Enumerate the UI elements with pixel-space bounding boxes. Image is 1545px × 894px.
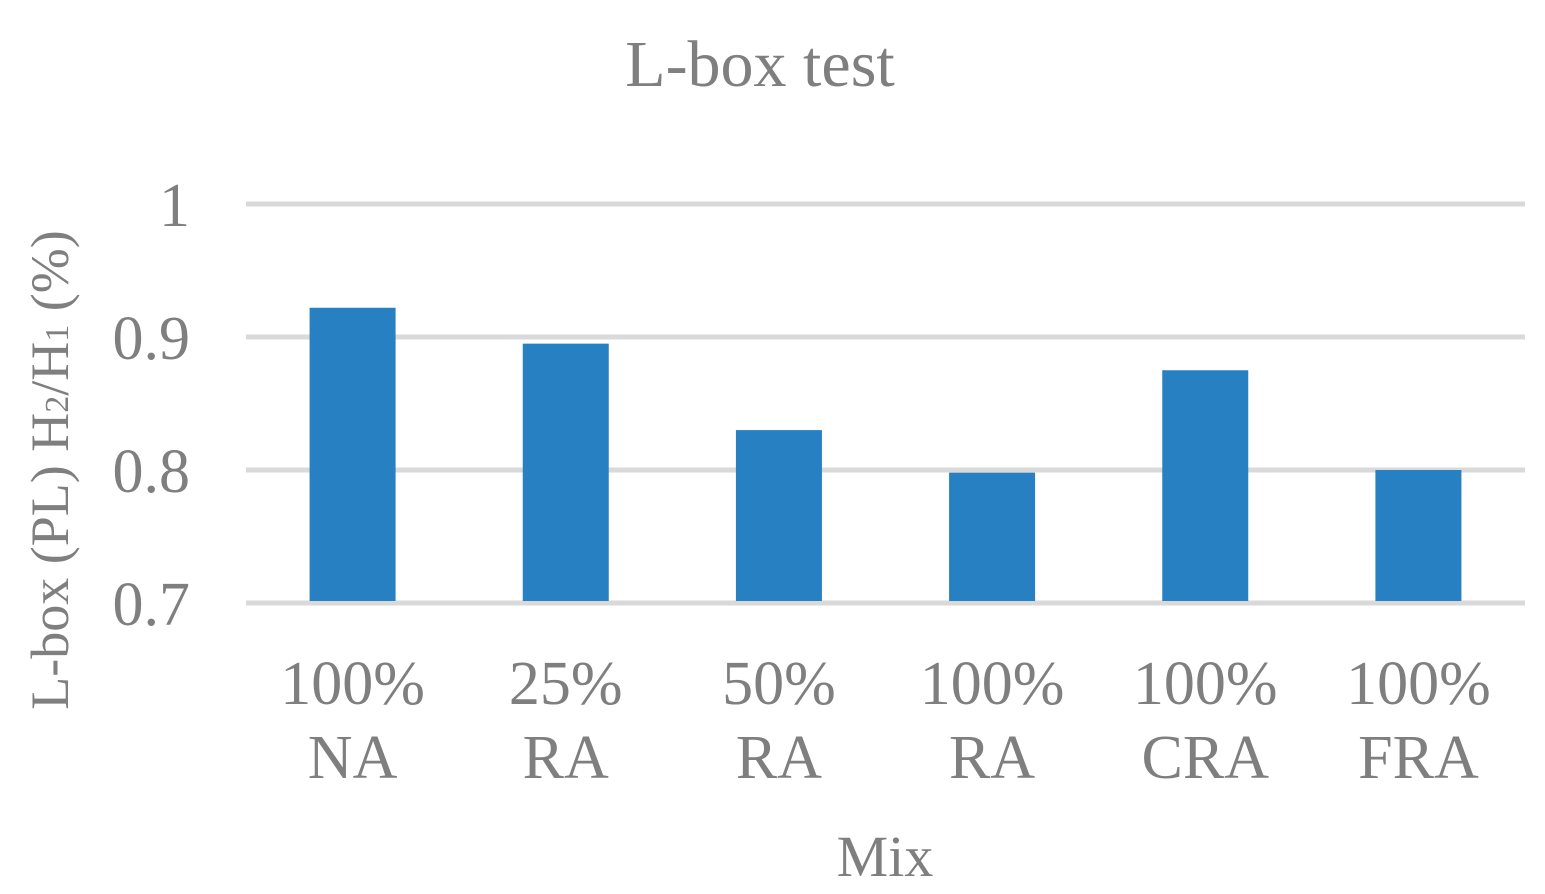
- bar: [1162, 370, 1249, 601]
- bar: [949, 472, 1036, 601]
- x-tick-label-line: 100%: [920, 650, 1065, 718]
- x-tick-label-line: NA: [308, 724, 398, 792]
- x-tick-label-line: RA: [736, 724, 822, 792]
- x-axis-label: Mix: [837, 824, 934, 889]
- y-tick-label: 1: [159, 172, 190, 240]
- y-axis-label-part: L-box (PL) H: [20, 413, 80, 710]
- bar: [522, 343, 609, 601]
- x-tick-label-line: CRA: [1142, 724, 1270, 792]
- bars: [309, 307, 1462, 601]
- y-tick-label: 0.8: [113, 438, 191, 506]
- x-tick-label: 100% NA: [280, 650, 425, 792]
- chart-title: L-box test: [625, 28, 894, 101]
- gridlines: [246, 201, 1525, 606]
- x-tick-label-line: 50%: [722, 650, 836, 718]
- x-tick-label-line: 100%: [1346, 650, 1491, 718]
- y-axis-label-sub: 1: [39, 325, 76, 342]
- y-tick-label: 0.7: [113, 571, 191, 639]
- bar: [735, 430, 822, 601]
- x-tick-label: 50% RA: [722, 650, 836, 792]
- y-tick-label: 0.9: [113, 305, 191, 373]
- y-axis-label-part: /H: [20, 342, 80, 396]
- y-tick-labels: 0.7 0.8 0.9 1: [113, 172, 191, 639]
- x-tick-label-line: RA: [949, 724, 1035, 792]
- bar: [309, 307, 396, 601]
- x-tick-label-line: 100%: [280, 650, 425, 718]
- y-axis-label: L-box (PL) H2/H1 (%): [20, 230, 80, 709]
- y-axis-label-sub: 2: [39, 396, 76, 413]
- x-tick-label: 25% RA: [509, 650, 623, 792]
- x-tick-label-line: 100%: [1133, 650, 1278, 718]
- x-tick-label-line: RA: [523, 724, 609, 792]
- x-tick-label: 100% FRA: [1346, 650, 1491, 792]
- y-axis-label-part: (%): [20, 230, 80, 324]
- x-tick-label-line: 25%: [509, 650, 623, 718]
- x-tick-label: 100% RA: [920, 650, 1065, 792]
- x-tick-label-line: FRA: [1358, 724, 1479, 792]
- bar: [1375, 470, 1462, 601]
- x-tick-label: 100% CRA: [1133, 650, 1278, 792]
